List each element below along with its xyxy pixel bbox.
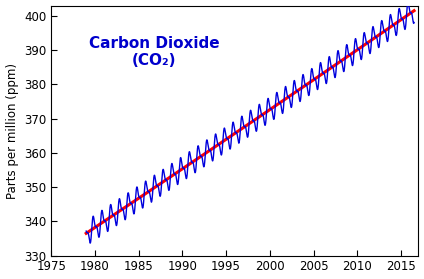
Y-axis label: Parts per million (ppm): Parts per million (ppm) [6,62,19,199]
Text: Carbon Dioxide
(CO₂): Carbon Dioxide (CO₂) [89,35,219,68]
